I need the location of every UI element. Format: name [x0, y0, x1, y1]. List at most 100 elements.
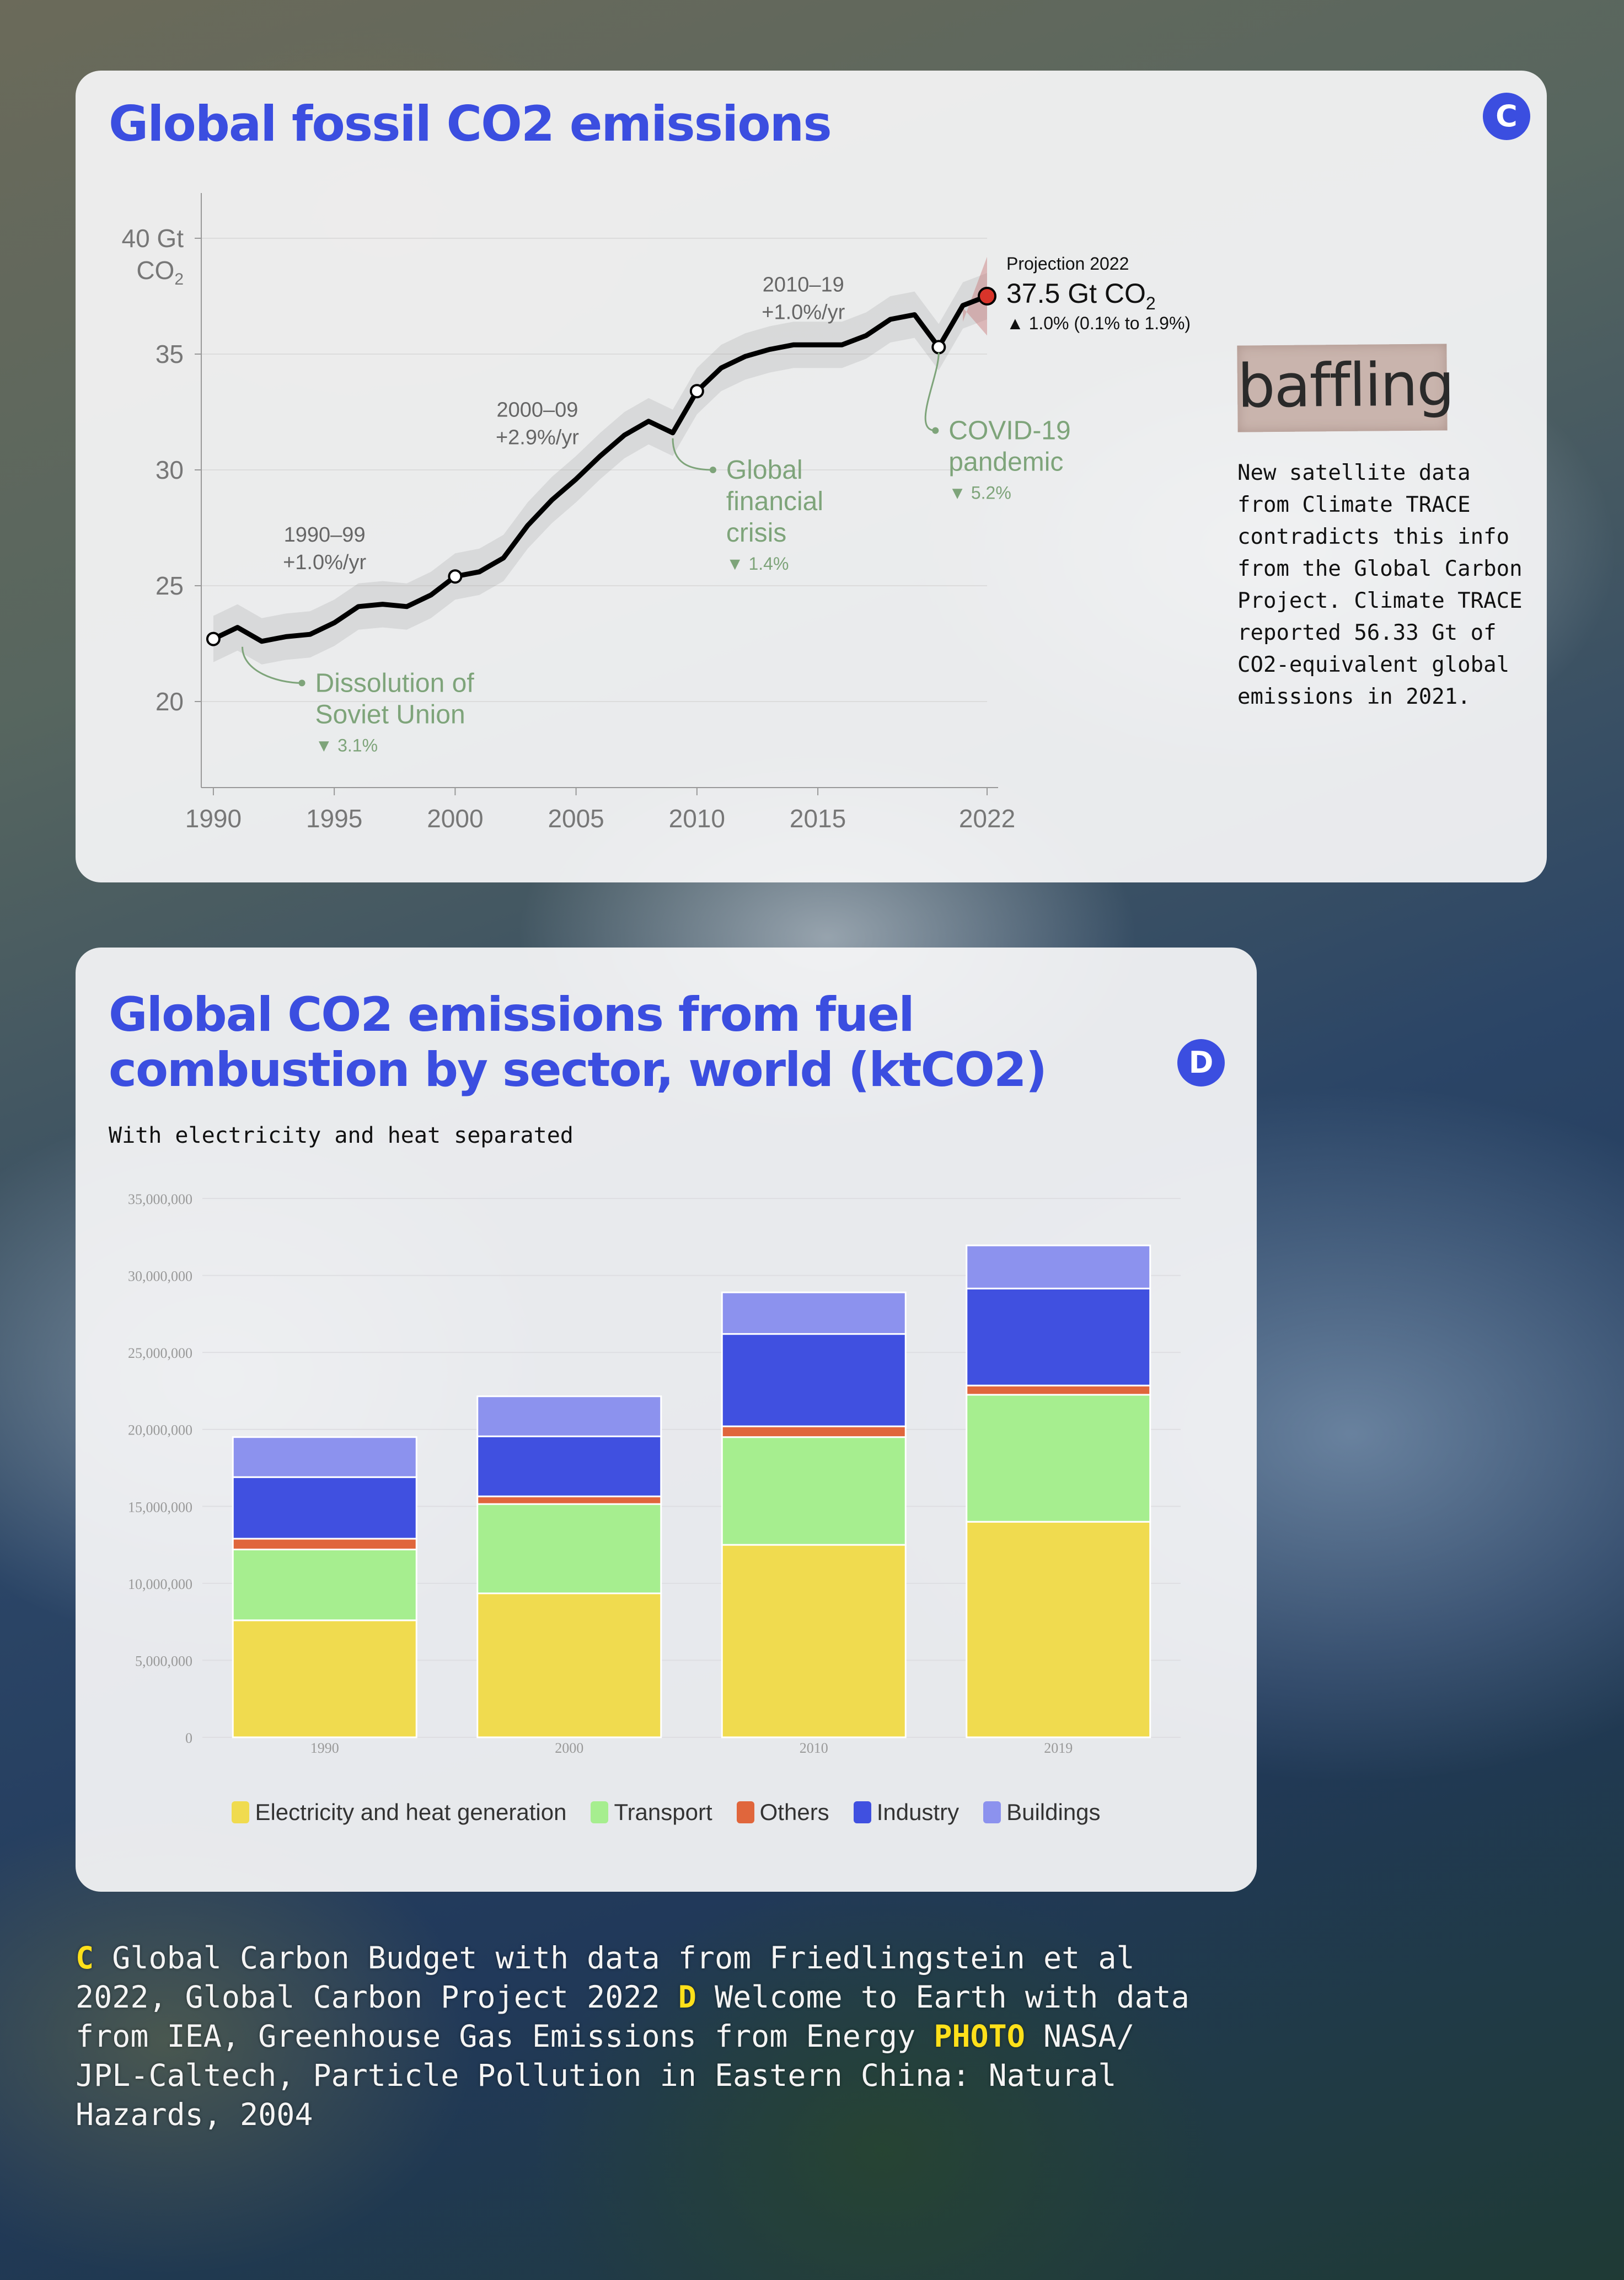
legend-swatch	[232, 1801, 250, 1823]
annotation-text: Soviet Union	[315, 700, 465, 729]
legend-item: Industry	[853, 1799, 960, 1826]
sector-emissions-card: Global CO2 emissions from fuel combustio…	[76, 948, 1257, 1892]
credit-text-photo: NASA/ JPL-Caltech, Particle Pollution in…	[76, 2019, 1135, 2132]
bar-segment	[966, 1244, 1151, 1289]
trend-rate: +2.9%/yr	[496, 426, 579, 449]
fossil-co2-line-chart: 20 25 30 35 40 Gt CO2 1990 1995 2000 2005 2010 2015…	[121, 193, 1191, 833]
x-tick-label: 2010	[800, 1740, 828, 1756]
image-credits: C Global Carbon Budget with data from Fr…	[76, 1939, 1206, 2134]
x-tick-label: 2005	[548, 804, 604, 833]
annotation-text: pandemic	[948, 448, 1063, 477]
annotation-dot	[298, 679, 305, 687]
annotation-text: Global	[726, 456, 803, 485]
sector-emissions-subtitle: With electricity and heat separated	[109, 1123, 574, 1148]
bar-segment	[966, 1394, 1151, 1523]
trend-period: 2010–19	[763, 274, 844, 297]
x-tick-label: 2000	[427, 804, 483, 833]
x-tick-label: 1990	[310, 1740, 339, 1756]
fossil-co2-title: Global fossil CO2 emissions	[109, 95, 832, 152]
credit-text-d: Welcome to Earth with data from IEA, Gre…	[76, 1979, 1189, 2054]
annotation-leader	[924, 352, 940, 432]
credit-tag-d: D	[678, 1979, 696, 2015]
climate-trace-note: New satellite data from Climate TRACE co…	[1237, 461, 1536, 709]
y-tick-label: 40 Gt	[121, 224, 184, 253]
sector-stacked-bar-chart: 0 5,000,000 10,000,000 15,000,000 20,000,000…	[128, 1191, 1181, 1756]
legend-swatch	[983, 1801, 1001, 1823]
legend-label: Electricity and heat generation	[255, 1799, 567, 1825]
credit-tag-photo: PHOTO	[934, 2019, 1025, 2054]
y-tick-label: 35,000,000	[128, 1191, 192, 1207]
annotation-leader	[242, 646, 302, 684]
annotation-text: Dissolution of	[315, 668, 475, 698]
bar-segment	[476, 1435, 662, 1497]
badge-c: C	[1483, 93, 1530, 140]
legend-swatch	[591, 1801, 609, 1823]
y-tick-label: 5,000,000	[135, 1653, 192, 1669]
annotation-drop: ▼ 1.4%	[726, 554, 789, 574]
legend-label: Buildings	[1006, 1799, 1101, 1825]
legend-swatch	[736, 1801, 754, 1823]
y-tick-label: 30	[156, 456, 184, 484]
annotation-leader	[672, 438, 713, 471]
trend-period: 1990–99	[284, 523, 366, 547]
projection-range	[963, 256, 987, 336]
projection-change: ▲ 1.0% (0.1% to 1.9%)	[1006, 313, 1191, 333]
x-tick-label: 2010	[669, 804, 725, 833]
open-marker	[931, 340, 946, 355]
credit-text-c: Global Carbon Budget with data from Frie…	[76, 1940, 1135, 2015]
legend-label: Industry	[876, 1799, 960, 1825]
y-tick-label: 25,000,000	[128, 1345, 192, 1361]
legend-item: Electricity and heat generation	[232, 1799, 566, 1826]
annotation-dot	[932, 427, 939, 434]
projection-label: Projection 2022	[1006, 254, 1129, 274]
y-unit-subscript: 2	[174, 270, 184, 288]
y-unit-label: CO2	[136, 256, 184, 288]
y-tick-label: 0	[185, 1730, 192, 1746]
open-marker	[689, 384, 704, 399]
x-tick-label: 2000	[555, 1740, 583, 1756]
baffling-label: baffling	[1237, 344, 1454, 432]
open-marker	[206, 631, 221, 646]
bar-segment	[721, 1544, 907, 1738]
projection-subscript: 2	[1146, 293, 1156, 313]
sector-emissions-title: Global CO2 emissions from fuel combustio…	[109, 987, 1047, 1098]
bar-segment	[476, 1503, 662, 1594]
legend-label: Transport	[614, 1799, 712, 1825]
bar-segment	[476, 1592, 662, 1738]
annotation-text: crisis	[726, 518, 786, 548]
x-tick-label: 1990	[185, 804, 242, 833]
y-tick-label: 20	[156, 687, 184, 716]
x-tick-label: 2022	[959, 804, 1015, 833]
emissions-line	[212, 293, 988, 644]
bar-segment	[966, 1287, 1151, 1387]
legend-swatch	[853, 1801, 871, 1823]
annotation-text: financial	[726, 487, 823, 516]
annotation-dot	[709, 467, 716, 473]
trend-rate: +1.0%/yr	[283, 551, 366, 574]
y-tick-label: 30,000,000	[128, 1269, 192, 1284]
annotation-drop: ▼ 5.2%	[948, 483, 1011, 503]
open-marker	[448, 569, 463, 584]
annotation-text: COVID-19	[948, 416, 1070, 446]
y-tick-label: 25	[156, 571, 184, 600]
credit-tag-c: C	[76, 1940, 94, 1976]
y-tick-label: 20,000,000	[128, 1422, 192, 1438]
legend-label: Others	[759, 1799, 829, 1825]
bar-segment	[232, 1548, 417, 1621]
legend-item: Transport	[591, 1799, 712, 1826]
bar-segment	[721, 1425, 907, 1438]
bar-segment	[476, 1395, 662, 1437]
bar-segment	[721, 1291, 907, 1335]
bar-segment	[721, 1333, 907, 1427]
y-tick-label: 10,000,000	[128, 1576, 192, 1592]
bar-segment	[476, 1495, 662, 1505]
bar-segment	[232, 1619, 417, 1738]
badge-d: D	[1177, 1039, 1225, 1087]
bar-segment	[966, 1384, 1151, 1396]
projection-value: 37.5 Gt CO2	[1006, 278, 1156, 313]
annotation-drop: ▼ 3.1%	[315, 735, 378, 755]
bar-segment	[232, 1538, 417, 1550]
bar-segment	[232, 1436, 417, 1478]
legend-item: Buildings	[983, 1799, 1101, 1826]
x-tick-label: 2015	[790, 804, 846, 833]
